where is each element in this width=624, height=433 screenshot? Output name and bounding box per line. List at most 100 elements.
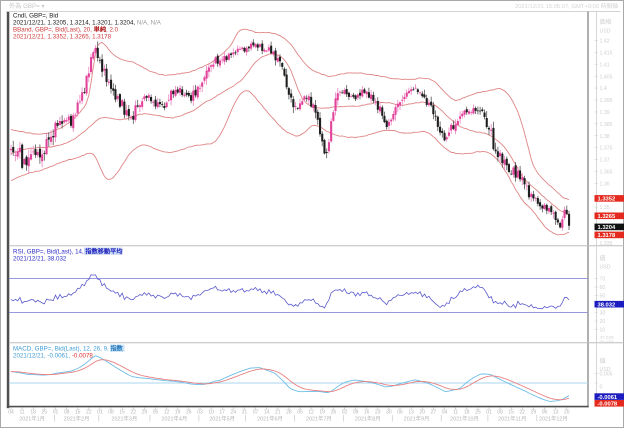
svg-text:2021年2月: 2021年2月	[64, 414, 90, 422]
svg-text:2021年7月: 2021年7月	[306, 414, 332, 422]
svg-text:値: 値	[600, 255, 606, 263]
svg-text:30.159: 30.159	[600, 340, 614, 345]
svg-text:1.42: 1.42	[600, 39, 610, 45]
svg-text:1.395: 1.395	[600, 98, 613, 104]
svg-text:30: 30	[600, 311, 606, 317]
svg-text:06: 06	[397, 409, 403, 415]
svg-text:19: 19	[175, 409, 181, 415]
svg-text:60: 60	[600, 285, 606, 291]
svg-text:07: 07	[253, 409, 259, 415]
svg-text:26: 26	[331, 409, 337, 415]
svg-text:22: 22	[86, 409, 92, 415]
svg-text:MACD, GBP=, Bid(Last), 12, 26: MACD, GBP=, Bid(Last), 12, 26, 9, 指数	[13, 345, 124, 353]
svg-text:1.405: 1.405	[600, 74, 613, 80]
svg-text:08: 08	[64, 409, 70, 415]
svg-text:30: 30	[386, 409, 392, 415]
svg-text:38.032: 38.032	[598, 302, 616, 308]
svg-text:15: 15	[75, 409, 81, 415]
svg-text:25: 25	[475, 409, 481, 415]
svg-text:1.365: 1.365	[600, 170, 613, 176]
svg-text:価格: 価格	[600, 18, 612, 26]
svg-text:13: 13	[553, 409, 559, 415]
svg-text:-0.0078: -0.0078	[598, 402, 618, 408]
svg-text:22: 22	[131, 409, 137, 415]
svg-text:1.335: 1.335	[600, 241, 613, 247]
svg-text:23: 23	[375, 409, 381, 415]
svg-text:1.35: 1.35	[600, 205, 610, 211]
svg-text:値: 値	[600, 357, 606, 365]
svg-text:12: 12	[164, 409, 170, 415]
svg-text:2021年10月: 2021年10月	[450, 414, 479, 422]
svg-text:05: 05	[297, 409, 303, 415]
svg-text:08: 08	[108, 409, 114, 415]
svg-text:26: 26	[186, 409, 192, 415]
svg-text:29: 29	[142, 409, 148, 415]
svg-text:24: 24	[231, 409, 237, 415]
svg-text:70: 70	[600, 277, 606, 283]
svg-text:1.37: 1.37	[600, 158, 610, 164]
svg-text:0.005: 0.005	[600, 372, 613, 378]
svg-text:2021/12/21, 38.032: 2021/12/21, 38.032	[13, 256, 67, 263]
svg-text:2021年11月: 2021年11月	[498, 414, 526, 422]
svg-text:2021年6月: 2021年6月	[257, 414, 283, 422]
svg-text:USD: USD	[600, 29, 611, 35]
svg-text:1.4: 1.4	[600, 86, 607, 92]
svg-text:2021年5月: 2021年5月	[209, 414, 235, 422]
svg-text:1.385: 1.385	[600, 122, 613, 128]
svg-text:22: 22	[520, 409, 526, 415]
svg-text:04: 04	[8, 409, 14, 415]
svg-text:2021年9月: 2021年9月	[404, 414, 430, 422]
svg-text:14: 14	[264, 409, 270, 415]
svg-text:1.3352: 1.3352	[598, 197, 616, 203]
svg-text:2021年12月: 2021年12月	[539, 414, 568, 422]
svg-text:1.38: 1.38	[600, 134, 610, 140]
svg-text:1.415: 1.415	[600, 51, 613, 57]
svg-text:20: 20	[564, 409, 570, 415]
svg-text:16: 16	[364, 409, 370, 415]
svg-text:20: 20	[420, 409, 426, 415]
svg-text:10: 10	[208, 409, 214, 415]
svg-text:01: 01	[97, 409, 103, 415]
svg-text:28: 28	[286, 409, 292, 415]
svg-text:2021年1月: 2021年1月	[19, 414, 45, 422]
svg-text:2021年4月: 2021年4月	[162, 414, 188, 422]
svg-text:01: 01	[53, 409, 59, 415]
svg-text:21: 21	[275, 409, 281, 415]
svg-text:外為 GBP= ▾: 外為 GBP= ▾	[9, 2, 45, 10]
svg-text:BBand, GBP=, Bid(Last), 20,: BBand, GBP=, Bid(Last), 20, 単純, 2.0	[13, 26, 119, 34]
svg-text:2021/12/21, 1.3205, 1.3214, 1.: 2021/12/21, 1.3205, 1.3214, 1.3201, 1.32…	[13, 20, 162, 27]
svg-text:04: 04	[442, 409, 448, 415]
svg-text:2021/12/21, -0.0061, -0.0078: 2021/12/21, -0.0061, -0.0078	[13, 353, 93, 360]
svg-text:15: 15	[508, 409, 514, 415]
svg-text:18: 18	[464, 409, 470, 415]
svg-text:0: 0	[600, 385, 603, 391]
svg-text:29: 29	[531, 409, 537, 415]
svg-text:27: 27	[431, 409, 437, 415]
svg-text:31: 31	[242, 409, 248, 415]
svg-text:08: 08	[497, 409, 503, 415]
svg-text:1.3178: 1.3178	[598, 233, 617, 239]
svg-text:12: 12	[308, 409, 314, 415]
svg-text:05: 05	[153, 409, 159, 415]
svg-text:20: 20	[600, 319, 606, 325]
svg-text:2021年3月: 2021年3月	[112, 414, 138, 422]
svg-text:17: 17	[219, 409, 225, 415]
svg-text:2021/12/21, 1.3352, 1.3265, 1.: 2021/12/21, 1.3352, 1.3265, 1.3178	[13, 34, 112, 41]
svg-text:USD: USD	[600, 265, 611, 271]
svg-text:1.375: 1.375	[600, 146, 613, 152]
svg-text:11: 11	[19, 409, 24, 415]
svg-text:1.3265: 1.3265	[598, 214, 617, 220]
svg-text:1.39: 1.39	[600, 110, 610, 116]
svg-text:Cndl, GBP=, Bid: Cndl, GBP=, Bid	[13, 13, 59, 20]
svg-text:1.41: 1.41	[600, 62, 610, 68]
svg-text:50: 50	[600, 294, 606, 300]
svg-text:-0.0061: -0.0061	[598, 395, 618, 401]
svg-text:01: 01	[486, 409, 492, 415]
svg-text:1.36: 1.36	[600, 181, 610, 187]
svg-text:11: 11	[453, 409, 458, 415]
svg-text:02: 02	[342, 409, 348, 415]
svg-text:2021年8月: 2021年8月	[355, 414, 381, 422]
svg-text:19: 19	[319, 409, 325, 415]
svg-text:25: 25	[42, 409, 48, 415]
svg-text:1.3204: 1.3204	[598, 225, 617, 231]
